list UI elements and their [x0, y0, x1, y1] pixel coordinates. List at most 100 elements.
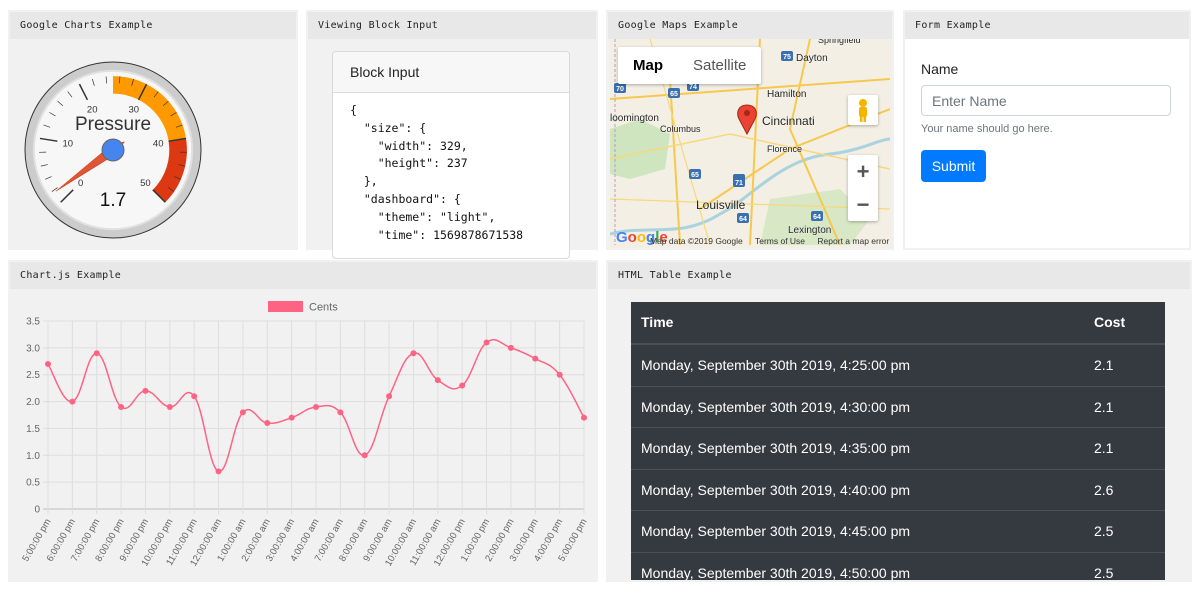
gauge-minor-tick — [49, 112, 56, 117]
form-panel-body: Name Enter Name Your name should go here… — [905, 39, 1189, 248]
cost-cell: 2.1 — [1094, 398, 1114, 415]
table-row: Monday, September 30th 2019, 4:45:00 pm 2… — [631, 510, 1165, 552]
data-point — [215, 468, 222, 475]
highway-label: 74 — [689, 84, 697, 91]
form-panel-title: Form Example — [905, 12, 1189, 39]
data-point — [118, 403, 125, 410]
map-tab-map[interactable]: Map — [633, 57, 663, 74]
pegman-icon — [859, 99, 867, 122]
place-label: Springfield — [818, 39, 861, 45]
gauge-major-tick — [39, 137, 58, 142]
cost-cell: 2.1 — [1094, 440, 1114, 456]
gauge-major-tick — [60, 189, 74, 203]
name-form: Name Enter Name Your name should go here… — [905, 39, 1189, 248]
highway-shield-icon — [668, 88, 680, 98]
map-type-control: Map Satellite — [618, 47, 762, 84]
cost-cell: 2.6 — [1094, 481, 1114, 498]
place-label: Florence — [767, 144, 802, 154]
gauge-minor-tick — [153, 91, 159, 98]
gauge-minor-tick — [162, 100, 169, 107]
gauge-minor-tick — [175, 124, 183, 128]
block-panel-body: Block Input { "size": { "width": 329, "h… — [308, 39, 596, 259]
y-tick-label: 2.0 — [26, 397, 40, 408]
place-label: Hamilton — [767, 89, 806, 100]
y-tick-label: 1.0 — [26, 451, 40, 462]
gauge-minor-tick — [40, 164, 48, 167]
gauge-tick-label: 20 — [87, 105, 98, 116]
data-point — [361, 452, 368, 459]
time-cell: Monday, September 30th 2019, 4:45:00 pm — [641, 523, 911, 539]
place-label: loomington — [610, 113, 659, 124]
google-logo: Google — [616, 229, 668, 246]
map-tab-satellite[interactable]: Satellite — [693, 57, 747, 74]
gauge-minor-tick — [168, 187, 175, 192]
highway-label: 65 — [670, 91, 678, 98]
data-table: Time Cost Monday, September 30th 2019, 4… — [631, 302, 1165, 580]
gauge-tick-label: 30 — [128, 105, 139, 116]
table-row: Monday, September 30th 2019, 4:25:00 pm 2… — [631, 344, 1165, 386]
table-row: Monday, September 30th 2019, 4:30:00 pm 2… — [631, 385, 1165, 428]
data-point — [532, 355, 539, 362]
highway-label: 75 — [783, 54, 791, 61]
name-input[interactable]: Enter Name — [921, 85, 1171, 116]
highway-label: 70 — [616, 86, 624, 93]
gauge-minor-tick — [45, 176, 52, 180]
data-point — [337, 409, 344, 416]
data-point — [556, 371, 563, 378]
zoom-in-button[interactable]: + — [856, 159, 870, 184]
map-canvas[interactable]: Springfield Dayton Hamilton Cincinnati Flore… — [610, 39, 892, 248]
series-line — [47, 338, 585, 473]
gauge-minor-tick — [131, 78, 134, 86]
chartjs-panel: Chart.js Example 0 0.5 1.0 1.5 2.0 2.5 3.0 3.5 5… — [8, 260, 598, 582]
map-data-attribution: Map data ©2019 Google — [650, 236, 743, 246]
gauge-minor-tick — [174, 176, 181, 180]
gauge-red-band — [152, 138, 187, 203]
maps-panel-body: Springfield Dayton Hamilton Cincinnati Flore… — [608, 39, 892, 248]
data-point — [288, 414, 295, 421]
time-cell: Monday, September 30th 2019, 4:50:00 pm — [641, 564, 911, 581]
table-header-row: Time Cost — [631, 302, 1165, 344]
table-row: Monday, September 30th 2019, 4:35:00 pm 2… — [631, 427, 1165, 469]
map-pin[interactable] — [737, 104, 757, 136]
gauge-yellow-band — [113, 76, 187, 142]
gauge-minor-tick — [92, 78, 95, 86]
block-panel-title: Viewing Block Input — [308, 12, 596, 39]
gauge-tick-label: 50 — [140, 178, 151, 189]
y-tick-label: 3.0 — [26, 343, 40, 354]
gauge-minor-tick — [57, 100, 64, 107]
y-tick-label: 3.5 — [26, 317, 40, 328]
highway-shield-icon — [781, 51, 793, 61]
name-help-text: Your name should go here. — [921, 123, 1053, 135]
report-error-link[interactable]: Report a map error — [817, 236, 890, 246]
block-code[interactable]: { "size": { "width": 329, "height": 237 … — [350, 103, 524, 242]
submit-button[interactable]: Submit — [921, 150, 986, 182]
gauge-major-tick — [137, 83, 148, 101]
gauge-panel: Google Charts Example 0 10 20 30 40 50 Pressur… — [8, 10, 298, 250]
table-panel: HTML Table Example Time Cost Monday, Sep… — [606, 260, 1192, 582]
gauge-major-tick — [152, 189, 166, 203]
place-label: Dayton — [796, 53, 828, 64]
highway-road — [610, 198, 890, 210]
highway-shield-icon — [614, 83, 626, 93]
gauge-label: Pressure — [75, 114, 151, 135]
table-row: Monday, September 30th 2019, 4:50:00 pm 2… — [631, 551, 1165, 581]
pegman-button[interactable] — [848, 95, 878, 125]
maps-panel: Google Maps Example Springfie — [606, 10, 894, 250]
gauge-minor-tick — [170, 112, 177, 117]
terms-link[interactable]: Terms of Use — [754, 236, 806, 246]
gauge-major-tick — [168, 137, 187, 142]
chartjs-panel-title: Chart.js Example — [10, 262, 596, 289]
gauge-minor-tick — [118, 76, 121, 84]
header-cost: Cost — [1094, 314, 1126, 330]
y-tick-label: 1.5 — [26, 424, 40, 435]
place-label: Cincinnati — [762, 114, 815, 128]
cost-cell: 2.5 — [1094, 523, 1114, 539]
zoom-out-button[interactable]: − — [856, 192, 870, 217]
data-point — [191, 393, 198, 400]
time-cell: Monday, September 30th 2019, 4:25:00 pm — [641, 357, 911, 373]
cost-cell: 2.1 — [1094, 357, 1114, 373]
cost-cell: 2.5 — [1094, 564, 1114, 581]
gauge-panel-body: 0 10 20 30 40 50 Pressure 1.7 — [10, 39, 296, 248]
time-cell: Monday, September 30th 2019, 4:40:00 pm — [641, 481, 911, 498]
block-panel: Viewing Block Input Block Input { "size"… — [306, 10, 598, 259]
